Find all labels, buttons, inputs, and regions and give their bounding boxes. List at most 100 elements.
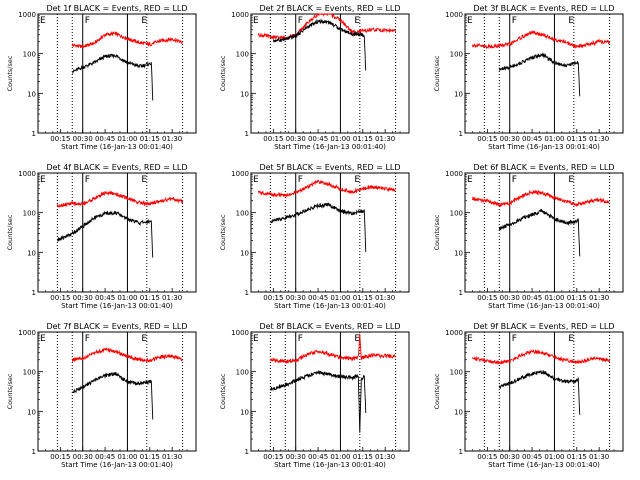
x-tick-label: 00:30 bbox=[73, 135, 93, 143]
lld-rate-line bbox=[71, 347, 183, 363]
plot-frame bbox=[37, 172, 197, 293]
interval-flag-label: E bbox=[141, 334, 147, 344]
x-tick-label: 01:15 bbox=[567, 453, 587, 461]
panel-title: Det 1f BLACK = Events, RED = LLD bbox=[46, 4, 187, 13]
x-tick-label: 00:45 bbox=[95, 453, 115, 461]
y-tick-label: 1 bbox=[32, 448, 36, 456]
lld-rate-line bbox=[258, 12, 397, 41]
events-rate-line bbox=[270, 202, 367, 253]
x-tick-label: 01:30 bbox=[162, 294, 182, 302]
lld-rate-line bbox=[56, 190, 184, 208]
x-tick-label: 01:15 bbox=[140, 135, 160, 143]
y-tick-label: 10 bbox=[454, 90, 463, 98]
x-tick-label: 00:45 bbox=[308, 135, 328, 143]
interval-flag-label: E bbox=[354, 334, 360, 344]
y-tick-label: 100 bbox=[236, 51, 249, 59]
y-axis-label: Counts/sec bbox=[433, 214, 441, 250]
interval-flag-label: F bbox=[298, 16, 303, 26]
interval-flag-label: F bbox=[512, 334, 517, 344]
x-tick-label: 00:15 bbox=[263, 135, 283, 143]
events-rate-line bbox=[71, 53, 154, 101]
panel-title: Det 8f BLACK = Events, RED = LLD bbox=[259, 322, 400, 331]
y-axis-label: Counts/sec bbox=[219, 214, 227, 250]
y-tick-label: 10 bbox=[454, 408, 463, 416]
y-tick-label: 1000 bbox=[231, 329, 249, 337]
panel-title: Det 7f BLACK = Events, RED = LLD bbox=[46, 322, 187, 331]
interval-flag-label: E bbox=[141, 175, 147, 185]
x-tick-label: 00:30 bbox=[500, 294, 520, 302]
x-tick-label: 01:00 bbox=[117, 453, 137, 461]
x-tick-label: 01:30 bbox=[589, 135, 609, 143]
x-tick-label: 01:15 bbox=[567, 294, 587, 302]
y-tick-label: 10 bbox=[240, 408, 249, 416]
y-tick-label: 100 bbox=[450, 51, 463, 59]
detector-panel-5: Det 5f BLACK = Events, RED = LLD 1 10 100 10… bbox=[219, 163, 410, 310]
lld-rate-line bbox=[472, 30, 611, 50]
y-axis-label: Counts/sec bbox=[433, 55, 441, 91]
x-tick-label: 01:15 bbox=[140, 453, 160, 461]
x-tick-label: 01:00 bbox=[330, 453, 350, 461]
x-axis-label: Start Time (16-Jan-13 00:01:40) bbox=[274, 143, 386, 151]
x-tick-label: 01:00 bbox=[544, 135, 564, 143]
y-axis-label: Counts/sec bbox=[6, 55, 14, 91]
x-tick-label: 00:15 bbox=[50, 294, 70, 302]
y-tick-label: 1000 bbox=[445, 11, 463, 19]
y-tick-label: 10 bbox=[454, 249, 463, 257]
lld-rate-line bbox=[71, 30, 183, 50]
detector-panel-9: Det 9f BLACK = Events, RED = LLD 1 10 100 10… bbox=[433, 322, 624, 469]
x-tick-label: 01:30 bbox=[375, 294, 395, 302]
x-tick-label: 00:45 bbox=[95, 135, 115, 143]
detector-panel-3: Det 3f BLACK = Events, RED = LLD 1 10 100 10… bbox=[433, 4, 624, 151]
x-tick-label: 00:30 bbox=[286, 453, 306, 461]
panel-title: Det 5f BLACK = Events, RED = LLD bbox=[259, 163, 400, 172]
y-axis-label: Counts/sec bbox=[6, 373, 14, 409]
interval-flag-label: F bbox=[512, 16, 517, 26]
x-tick-label: 00:30 bbox=[500, 453, 520, 461]
x-tick-label: 00:15 bbox=[477, 294, 497, 302]
y-tick-label: 100 bbox=[236, 369, 249, 377]
interval-flag-label: E bbox=[40, 175, 46, 185]
events-rate-line bbox=[498, 52, 581, 97]
y-tick-label: 10 bbox=[27, 90, 36, 98]
interval-flag-label: E bbox=[467, 175, 473, 185]
interval-flag-label: F bbox=[85, 16, 90, 26]
x-axis-label: Start Time (16-Jan-13 00:01:40) bbox=[61, 461, 173, 469]
interval-flag-label: F bbox=[512, 175, 517, 185]
x-axis-label: Start Time (16-Jan-13 00:01:40) bbox=[274, 461, 386, 469]
x-tick-label: 00:45 bbox=[95, 294, 115, 302]
y-tick-label: 1000 bbox=[445, 329, 463, 337]
interval-flag-label: F bbox=[298, 175, 303, 185]
x-tick-label: 00:45 bbox=[522, 453, 542, 461]
x-tick-label: 01:15 bbox=[353, 453, 373, 461]
interval-flag-label: E bbox=[40, 334, 46, 344]
x-axis-label: Start Time (16-Jan-13 00:01:40) bbox=[274, 302, 386, 310]
x-tick-label: 00:45 bbox=[308, 453, 328, 461]
y-axis-label: Counts/sec bbox=[219, 373, 227, 409]
interval-flag-label: F bbox=[298, 334, 303, 344]
x-tick-label: 01:15 bbox=[353, 135, 373, 143]
plot-frame bbox=[250, 13, 410, 134]
events-rate-line bbox=[498, 370, 581, 415]
y-tick-label: 1 bbox=[245, 289, 249, 297]
y-tick-label: 1000 bbox=[18, 170, 36, 178]
y-tick-label: 1000 bbox=[231, 11, 249, 19]
y-tick-label: 1000 bbox=[445, 170, 463, 178]
x-tick-label: 00:45 bbox=[522, 135, 542, 143]
y-tick-label: 10 bbox=[27, 408, 36, 416]
y-axis-label: Counts/sec bbox=[219, 55, 227, 91]
x-tick-label: 01:30 bbox=[162, 135, 182, 143]
y-tick-label: 10 bbox=[240, 249, 249, 257]
panel-title: Det 6f BLACK = Events, RED = LLD bbox=[473, 163, 614, 172]
x-tick-label: 00:45 bbox=[308, 294, 328, 302]
detector-panel-2: Det 2f BLACK = Events, RED = LLD 1 10 100 10… bbox=[219, 4, 410, 151]
x-tick-label: 01:00 bbox=[117, 135, 137, 143]
y-axis-label: Counts/sec bbox=[6, 214, 14, 250]
panel-title: Det 2f BLACK = Events, RED = LLD bbox=[259, 4, 400, 13]
detector-panel-7: Det 7f BLACK = Events, RED = LLD 1 10 100 10… bbox=[6, 322, 197, 469]
x-tick-label: 01:00 bbox=[330, 294, 350, 302]
y-tick-label: 1 bbox=[459, 289, 463, 297]
y-tick-label: 1000 bbox=[231, 170, 249, 178]
y-tick-label: 100 bbox=[450, 369, 463, 377]
y-tick-label: 100 bbox=[23, 369, 36, 377]
lld-rate-line bbox=[472, 348, 611, 365]
